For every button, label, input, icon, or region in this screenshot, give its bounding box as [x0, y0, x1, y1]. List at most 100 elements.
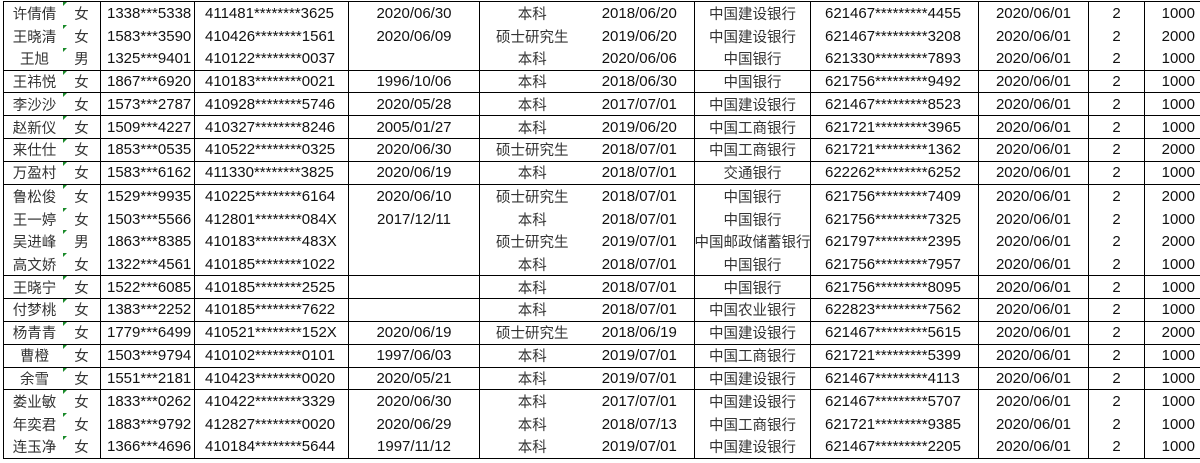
degree-grad-cell[interactable]: 本科 2019/06/20	[479, 116, 694, 139]
count-cell[interactable]: 2	[1088, 413, 1144, 437]
name-cell[interactable]: 余雪	[20, 371, 49, 388]
name-cell[interactable]: 鲁松俊	[12, 189, 57, 206]
payment-date-cell[interactable]: 2020/06/01	[978, 207, 1088, 231]
card-number-cell[interactable]: 621756*********7325	[810, 207, 978, 231]
date-cell[interactable]	[348, 253, 479, 276]
gender-cell[interactable]: 女	[74, 395, 89, 412]
payment-date-cell[interactable]: 2020/06/01	[978, 24, 1088, 48]
count-cell[interactable]: 2	[1088, 161, 1144, 184]
card-number-cell[interactable]: 621756*********7957	[810, 253, 978, 276]
count-cell[interactable]: 2	[1088, 230, 1144, 254]
bank-cell[interactable]: 中国银行	[694, 276, 810, 298]
date-cell[interactable]: 2020/05/21	[348, 367, 479, 390]
degree-grad-cell[interactable]: 本科 2018/07/01	[479, 253, 694, 276]
card-number-cell[interactable]: 621467*********8523	[810, 93, 978, 116]
degree-grad-cell[interactable]: 本科 2019/07/01	[479, 344, 694, 367]
card-number-cell[interactable]: 621721*********9385	[810, 413, 978, 437]
amount-cell[interactable]: 1000	[1144, 413, 1200, 437]
phone-cell[interactable]: 1522***6085	[100, 276, 194, 298]
gender-cell[interactable]: 男	[74, 235, 89, 252]
card-number-cell[interactable]: 621467*********4113	[810, 367, 978, 390]
date-cell[interactable]: 1996/10/06	[348, 70, 479, 93]
card-number-cell[interactable]: 621467*********2205	[810, 436, 978, 458]
gender-cell[interactable]: 女	[74, 349, 89, 366]
amount-cell[interactable]: 1000	[1144, 390, 1200, 414]
gender-cell[interactable]: 女	[74, 303, 89, 320]
degree-grad-cell[interactable]: 硕士研究生 2018/06/19	[479, 321, 694, 344]
payment-date-cell[interactable]: 2020/06/01	[978, 47, 1088, 70]
name-cell[interactable]: 赵新仪	[12, 120, 57, 137]
date-cell[interactable]: 2020/06/19	[348, 321, 479, 344]
name-cell[interactable]: 曹橙	[20, 349, 49, 366]
bank-cell[interactable]: 中国建设银行	[694, 367, 810, 390]
id-number-cell[interactable]: 410183********0021	[194, 70, 348, 93]
gender-cell[interactable]: 男	[74, 52, 89, 69]
id-number-cell[interactable]: 411330********3825	[194, 161, 348, 184]
phone-cell[interactable]: 1503***9794	[100, 344, 194, 367]
bank-cell[interactable]: 中国银行	[694, 253, 810, 276]
amount-cell[interactable]: 2000	[1144, 139, 1200, 161]
degree-grad-cell[interactable]: 硕士研究生 2019/06/20	[479, 24, 694, 48]
count-cell[interactable]: 2	[1088, 2, 1144, 25]
amount-cell[interactable]: 1000	[1144, 207, 1200, 231]
bank-cell[interactable]: 中国建设银行	[694, 436, 810, 458]
payment-date-cell[interactable]: 2020/06/01	[978, 93, 1088, 116]
id-number-cell[interactable]: 410184********5644	[194, 436, 348, 458]
date-cell[interactable]: 2020/06/30	[348, 2, 479, 25]
phone-cell[interactable]: 1583***3590	[100, 24, 194, 48]
date-cell[interactable]: 1997/11/12	[348, 436, 479, 458]
payment-date-cell[interactable]: 2020/06/01	[978, 344, 1088, 367]
payment-date-cell[interactable]: 2020/06/01	[978, 276, 1088, 298]
payment-date-cell[interactable]: 2020/06/01	[978, 321, 1088, 344]
count-cell[interactable]: 2	[1088, 93, 1144, 116]
name-cell[interactable]: 王晓清	[12, 29, 57, 46]
bank-cell[interactable]: 中国银行	[694, 47, 810, 70]
name-cell[interactable]: 付梦桃	[12, 303, 57, 320]
date-cell[interactable]: 2020/06/09	[348, 24, 479, 48]
gender-cell[interactable]: 女	[74, 257, 89, 274]
name-cell[interactable]: 王晓宁	[12, 280, 57, 297]
id-number-cell[interactable]: 410122********0037	[194, 47, 348, 70]
amount-cell[interactable]: 1000	[1144, 367, 1200, 390]
phone-cell[interactable]: 1867***6920	[100, 70, 194, 93]
id-number-cell[interactable]: 410522********0325	[194, 139, 348, 161]
date-cell[interactable]: 1997/06/03	[348, 344, 479, 367]
name-cell[interactable]: 王祎悦	[12, 74, 57, 91]
degree-grad-cell[interactable]: 本科 2019/07/01	[479, 436, 694, 458]
amount-cell[interactable]: 2000	[1144, 230, 1200, 254]
count-cell[interactable]: 2	[1088, 276, 1144, 298]
degree-grad-cell[interactable]: 硕士研究生 2019/07/01	[479, 230, 694, 254]
id-number-cell[interactable]: 410102********0101	[194, 344, 348, 367]
bank-cell[interactable]: 中国银行	[694, 184, 810, 208]
phone-cell[interactable]: 1583***6162	[100, 161, 194, 184]
gender-cell[interactable]: 女	[74, 212, 89, 229]
phone-cell[interactable]: 1863***8385	[100, 230, 194, 254]
amount-cell[interactable]: 1000	[1144, 436, 1200, 458]
phone-cell[interactable]: 1325***9401	[100, 47, 194, 70]
gender-cell[interactable]: 女	[74, 418, 89, 435]
id-number-cell[interactable]: 410185********1022	[194, 253, 348, 276]
bank-cell[interactable]: 中国工商银行	[694, 413, 810, 437]
count-cell[interactable]: 2	[1088, 390, 1144, 414]
count-cell[interactable]: 2	[1088, 207, 1144, 231]
card-number-cell[interactable]: 621467*********5615	[810, 321, 978, 344]
bank-cell[interactable]: 中国工商银行	[694, 139, 810, 161]
name-cell[interactable]: 王一婷	[12, 212, 57, 229]
bank-cell[interactable]: 中国工商银行	[694, 344, 810, 367]
bank-cell[interactable]: 中国邮政储蓄银行	[694, 230, 810, 254]
payment-date-cell[interactable]: 2020/06/01	[978, 116, 1088, 139]
phone-cell[interactable]: 1509***4227	[100, 116, 194, 139]
name-cell[interactable]: 李沙沙	[12, 97, 57, 114]
count-cell[interactable]: 2	[1088, 47, 1144, 70]
degree-grad-cell[interactable]: 本科 2017/07/01	[479, 93, 694, 116]
count-cell[interactable]: 2	[1088, 344, 1144, 367]
bank-cell[interactable]: 中国工商银行	[694, 116, 810, 139]
card-number-cell[interactable]: 621467*********3208	[810, 24, 978, 48]
id-number-cell[interactable]: 411481********3625	[194, 2, 348, 25]
gender-cell[interactable]: 女	[74, 189, 89, 206]
count-cell[interactable]: 2	[1088, 116, 1144, 139]
name-cell[interactable]: 吴进峰	[12, 235, 57, 252]
date-cell[interactable]: 2020/06/30	[348, 139, 479, 161]
count-cell[interactable]: 2	[1088, 139, 1144, 161]
bank-cell[interactable]: 中国农业银行	[694, 298, 810, 321]
